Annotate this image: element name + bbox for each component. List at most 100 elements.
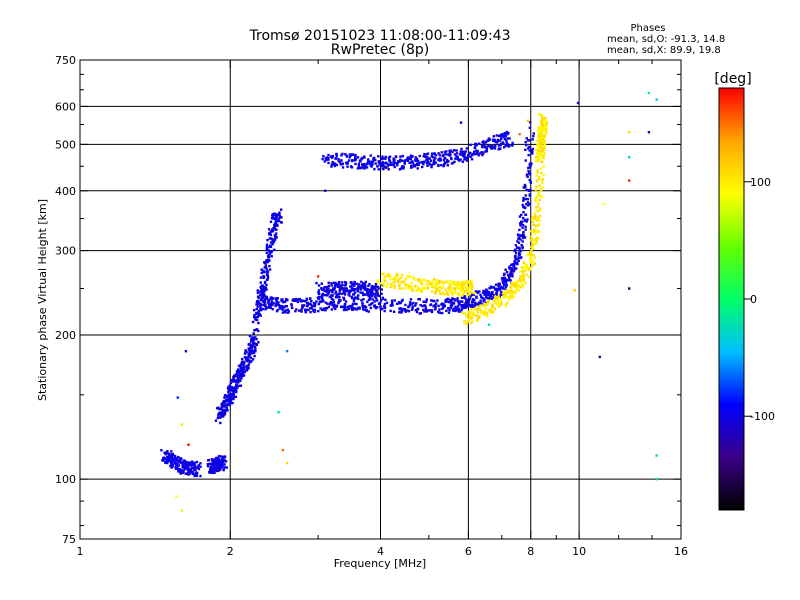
data-point — [389, 285, 392, 289]
data-point — [190, 466, 194, 469]
data-point — [398, 307, 401, 310]
data-point — [407, 286, 410, 290]
data-point — [538, 134, 542, 137]
data-point — [537, 190, 540, 194]
data-point — [209, 469, 212, 472]
data-point — [384, 155, 387, 159]
data-point — [542, 120, 545, 124]
data-point — [492, 135, 496, 138]
data-point — [628, 131, 631, 134]
data-point — [430, 163, 434, 167]
data-point — [437, 310, 440, 314]
data-point — [274, 216, 278, 219]
data-point — [515, 287, 519, 291]
data-point — [334, 304, 337, 308]
data-point — [426, 280, 430, 283]
data-point — [525, 220, 528, 223]
data-point — [495, 134, 498, 137]
data-point — [478, 142, 481, 145]
data-point — [353, 284, 356, 287]
data-point — [458, 159, 461, 162]
data-point — [406, 309, 409, 312]
data-point — [536, 152, 539, 155]
data-point — [392, 310, 396, 313]
data-point — [434, 302, 438, 305]
data-point — [331, 302, 334, 305]
data-point — [383, 309, 386, 313]
data-point — [259, 276, 263, 279]
data-point — [230, 378, 234, 382]
data-point — [255, 343, 259, 347]
data-point — [210, 458, 214, 461]
data-point — [529, 255, 532, 259]
data-point — [479, 308, 482, 312]
data-point — [521, 203, 524, 207]
data-point — [349, 285, 352, 288]
data-point — [440, 287, 444, 290]
data-point — [361, 305, 364, 308]
data-point — [341, 152, 344, 156]
data-point — [253, 313, 256, 317]
data-point — [170, 460, 173, 463]
data-point — [324, 309, 327, 312]
data-point — [473, 313, 476, 317]
data-point — [235, 374, 239, 378]
data-point — [471, 152, 475, 156]
data-point — [440, 307, 444, 311]
data-point — [450, 298, 453, 302]
data-point — [410, 164, 413, 168]
data-point — [346, 165, 349, 168]
data-point — [505, 144, 508, 147]
data-point — [353, 280, 356, 284]
data-point — [283, 300, 287, 303]
data-point — [352, 293, 356, 296]
data-point — [400, 299, 404, 303]
data-point — [408, 161, 411, 164]
data-point — [536, 216, 539, 219]
data-point — [373, 292, 376, 296]
data-point — [535, 196, 538, 199]
data-point — [257, 311, 260, 314]
data-point — [497, 144, 501, 147]
data-point — [461, 286, 464, 289]
data-point — [493, 147, 497, 150]
data-point — [168, 458, 171, 461]
data-point — [447, 288, 451, 292]
data-point — [250, 360, 253, 363]
data-point — [501, 286, 504, 289]
data-point — [356, 294, 360, 297]
data-point — [451, 301, 454, 304]
data-point — [351, 287, 355, 291]
data-point — [489, 145, 492, 148]
x-tick-label: 6 — [465, 545, 472, 558]
data-point — [256, 301, 259, 305]
data-point — [507, 275, 511, 278]
data-point — [361, 166, 364, 169]
data-point — [322, 307, 325, 310]
colorbar-tick-label: -100 — [750, 410, 775, 423]
data-point — [474, 306, 477, 310]
data-point — [321, 157, 324, 161]
data-point — [476, 290, 479, 293]
data-point — [363, 155, 366, 158]
data-point — [256, 295, 260, 298]
data-point — [249, 345, 252, 348]
data-point — [182, 470, 185, 473]
data-point — [364, 287, 367, 290]
data-point — [476, 314, 479, 317]
data-point — [217, 414, 220, 417]
data-point — [504, 268, 507, 271]
data-point — [434, 308, 437, 311]
data-point — [343, 305, 346, 308]
data-point — [432, 162, 435, 165]
data-point — [210, 463, 214, 466]
data-point — [485, 148, 488, 151]
data-point — [520, 256, 523, 259]
data-point — [364, 288, 367, 291]
data-point — [277, 219, 280, 223]
data-point — [490, 286, 493, 289]
data-point — [369, 161, 373, 165]
data-point — [461, 282, 465, 286]
data-point — [410, 308, 414, 311]
data-point — [494, 144, 497, 148]
